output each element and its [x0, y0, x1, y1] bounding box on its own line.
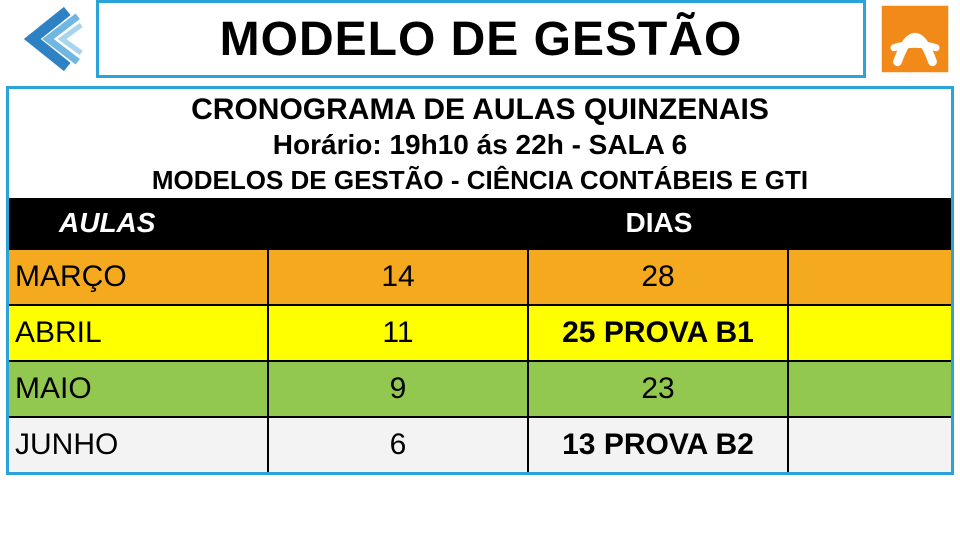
- day1-cell: 9: [269, 362, 529, 416]
- title-bar: MODELO DE GESTÃO: [96, 0, 866, 78]
- day1-cell: 6: [269, 418, 529, 472]
- schedule-heading: CRONOGRAMA DE AULAS QUINZENAIS Horário: …: [9, 89, 951, 198]
- day1-cell: 11: [269, 306, 529, 360]
- page-title: MODELO DE GESTÃO: [220, 12, 743, 67]
- orange-a-icon: [875, 4, 955, 74]
- chevrons-left-icon: [8, 4, 88, 74]
- month-cell: MAIO: [9, 362, 269, 416]
- logo-left: [0, 0, 96, 78]
- day1-cell: 14: [269, 250, 529, 304]
- table-body: MARÇO1428ABRIL1125 PROVA B1MAIO923JUNHO6…: [9, 248, 951, 472]
- table-row: MAIO923: [9, 360, 951, 416]
- day2-cell: 13 PROVA B2: [529, 418, 789, 472]
- spacer-cell: [789, 250, 951, 304]
- schedule-panel: CRONOGRAMA DE AULAS QUINZENAIS Horário: …: [6, 86, 954, 475]
- table-row: JUNHO613 PROVA B2: [9, 416, 951, 472]
- spacer-cell: [789, 306, 951, 360]
- day2-cell: 28: [529, 250, 789, 304]
- col-header-aulas: AULAS: [9, 207, 269, 239]
- day2-cell: 25 PROVA B1: [529, 306, 789, 360]
- table-row: ABRIL1125 PROVA B1: [9, 304, 951, 360]
- heading-line-2: Horário: 19h10 ás 22h - SALA 6: [9, 129, 951, 161]
- table-row: MARÇO1428: [9, 248, 951, 304]
- month-cell: ABRIL: [9, 306, 269, 360]
- spacer-cell: [789, 362, 951, 416]
- month-cell: MARÇO: [9, 250, 269, 304]
- col-header-dias: DIAS: [529, 207, 789, 239]
- heading-line-3: MODELOS DE GESTÃO - CIÊNCIA CONTÁBEIS E …: [9, 165, 951, 196]
- spacer-cell: [789, 418, 951, 472]
- heading-line-1: CRONOGRAMA DE AULAS QUINZENAIS: [9, 93, 951, 127]
- logo-right: [870, 0, 960, 78]
- day2-cell: 23: [529, 362, 789, 416]
- header-row: MODELO DE GESTÃO: [0, 0, 960, 78]
- month-cell: JUNHO: [9, 418, 269, 472]
- table-header-row: AULAS DIAS: [9, 198, 951, 248]
